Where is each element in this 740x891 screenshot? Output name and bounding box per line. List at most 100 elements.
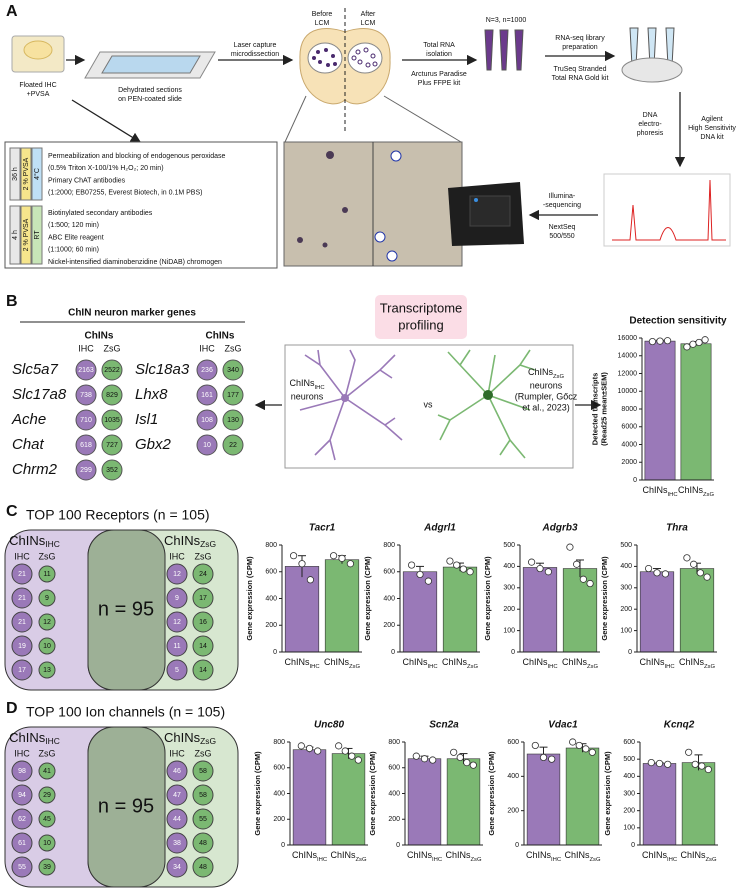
data-point xyxy=(466,568,474,576)
venn-count: 62 xyxy=(18,816,26,823)
chart-title: Tacr1 xyxy=(309,523,336,534)
gene-count: 299 xyxy=(80,467,92,474)
data-point xyxy=(456,753,464,762)
step-label: High Sensitivity xyxy=(688,125,736,132)
count-circle xyxy=(38,613,56,631)
y-tick-label: 16000 xyxy=(618,335,638,342)
protocol-text: ABC Elite reagent xyxy=(48,234,104,241)
venn-label: ChINsIHC xyxy=(9,730,60,746)
count-circle xyxy=(192,659,214,681)
label-base: ChINs xyxy=(284,657,310,667)
data-point xyxy=(544,568,553,576)
venn-label: ChINsZsG xyxy=(164,533,216,549)
venn-count: 44 xyxy=(173,816,181,823)
venn-count: 34 xyxy=(173,864,181,871)
column-header: ZsG xyxy=(39,748,56,758)
data-point xyxy=(653,569,661,577)
panel-label: A xyxy=(6,3,18,20)
count-circle xyxy=(192,635,214,657)
bar xyxy=(522,567,558,653)
data-point xyxy=(683,554,691,562)
label-subscript: IHC xyxy=(664,664,674,670)
label-base: ChINs xyxy=(164,730,201,745)
chart-title: Detection sensitivity xyxy=(629,316,727,327)
data-point xyxy=(459,565,467,573)
y-tick-label: 200 xyxy=(265,622,277,629)
gene-name: Chat xyxy=(12,436,45,453)
step-label: After xyxy=(361,11,376,18)
y-tick-label: 500 xyxy=(620,542,632,549)
data-point xyxy=(703,573,711,581)
x-tick-label: ChINsIHC xyxy=(402,657,437,669)
x-tick-label: ChINsIHC xyxy=(642,850,677,862)
gene-name: Gbx2 xyxy=(135,436,172,453)
step-label: Agilent xyxy=(701,116,722,123)
gene-count: 618 xyxy=(80,442,92,449)
data-point xyxy=(569,738,577,746)
count-circle xyxy=(192,611,214,633)
y-tick-label: 600 xyxy=(507,739,519,746)
count-circle xyxy=(11,659,33,681)
protocol-text: (1:1000; 60 min) xyxy=(48,247,99,254)
count-circle xyxy=(101,459,123,481)
count-circle xyxy=(101,384,123,406)
bar xyxy=(644,340,676,481)
venn-count: 46 xyxy=(173,768,181,775)
count-circle xyxy=(38,858,56,876)
count-circle xyxy=(222,409,244,431)
y-tick-label: 600 xyxy=(623,739,635,746)
venn-count: 14 xyxy=(199,643,207,650)
data-point xyxy=(683,343,691,351)
venn-count: 24 xyxy=(199,571,207,578)
gene-name: Chrm2 xyxy=(12,461,58,478)
chart-title: Adgrb3 xyxy=(542,523,578,534)
group-header: ChINs xyxy=(206,331,235,342)
group-header: ChINs xyxy=(85,331,114,342)
label-subscript: IHC xyxy=(547,664,557,670)
venn-count: 48 xyxy=(199,864,207,871)
label-subscript: ZsG xyxy=(200,539,216,549)
step-label: microdissection xyxy=(231,51,279,58)
y-tick-label: 600 xyxy=(265,569,277,576)
y-tick-label: 800 xyxy=(388,739,400,746)
data-point xyxy=(429,756,437,764)
gene-count: 727 xyxy=(106,442,118,449)
protocol-text: Biotinylated secondary antibodies xyxy=(48,210,153,217)
chart-title: Vdac1 xyxy=(548,720,578,731)
count-circle xyxy=(192,784,214,806)
y-tick-label: 100 xyxy=(503,627,515,634)
label-subscript: IHC xyxy=(314,385,324,391)
x-tick-label: ChINsZsG xyxy=(678,485,715,497)
count-circle xyxy=(166,563,188,585)
column-header: IHC xyxy=(169,748,185,758)
label-base: ChINs xyxy=(528,367,554,377)
gene-count: 130 xyxy=(227,417,239,424)
x-tick-label: ChINsIHC xyxy=(522,657,557,669)
y-tick-label: 0 xyxy=(515,842,519,849)
y-axis-label: Gene expression (CPM) xyxy=(487,751,496,836)
count-circle xyxy=(11,587,33,609)
bar xyxy=(639,571,675,653)
step-label: DNA xyxy=(643,112,658,119)
data-point xyxy=(338,554,346,562)
label-base: ChINs xyxy=(445,850,471,860)
panel-label: D xyxy=(6,700,18,717)
bar xyxy=(681,762,716,846)
protocol-tag: 2 % PVSA xyxy=(23,218,30,251)
protocol-tag: 36 h xyxy=(12,167,19,181)
label-subscript: ZsG xyxy=(349,664,360,670)
data-point xyxy=(586,579,594,588)
chart-title: Adgrl1 xyxy=(423,523,456,534)
data-point xyxy=(575,741,583,750)
data-point xyxy=(289,552,298,560)
step-label: Total RNA Gold kit xyxy=(552,75,609,82)
count-circle xyxy=(196,384,218,406)
gene-count: 108 xyxy=(201,417,213,424)
label-base: ChINs xyxy=(9,533,46,548)
y-axis-label: Gene expression (CPM) xyxy=(253,751,262,836)
y-tick-label: 300 xyxy=(503,585,515,592)
bar xyxy=(324,559,360,653)
label-base: ChINs xyxy=(639,657,665,667)
label-base: ChINs xyxy=(679,657,705,667)
data-point xyxy=(527,558,536,566)
